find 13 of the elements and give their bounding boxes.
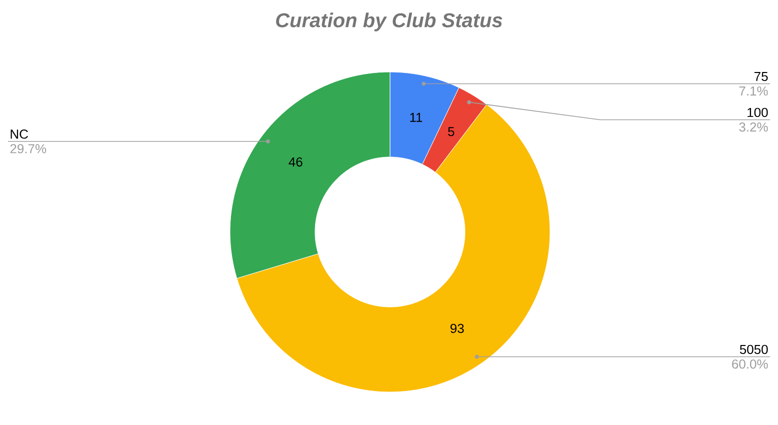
data-label: 11 — [410, 112, 422, 122]
data-label: 5 — [448, 127, 454, 136]
text: 7.1% — [739, 86, 768, 96]
text: 29.7% — [10, 144, 46, 154]
data-label: 93 — [450, 324, 464, 334]
slice-label: 100 — [748, 108, 768, 118]
slice-label: 5050 — [740, 344, 768, 354]
text: 60.0% — [732, 359, 768, 369]
slice-label: NC — [10, 130, 28, 139]
slice-label: 75 — [754, 72, 768, 82]
data-label: 46 — [288, 157, 302, 167]
text: 3.2% — [739, 122, 768, 132]
chart-title: Curation by Club Status — [276, 12, 502, 32]
